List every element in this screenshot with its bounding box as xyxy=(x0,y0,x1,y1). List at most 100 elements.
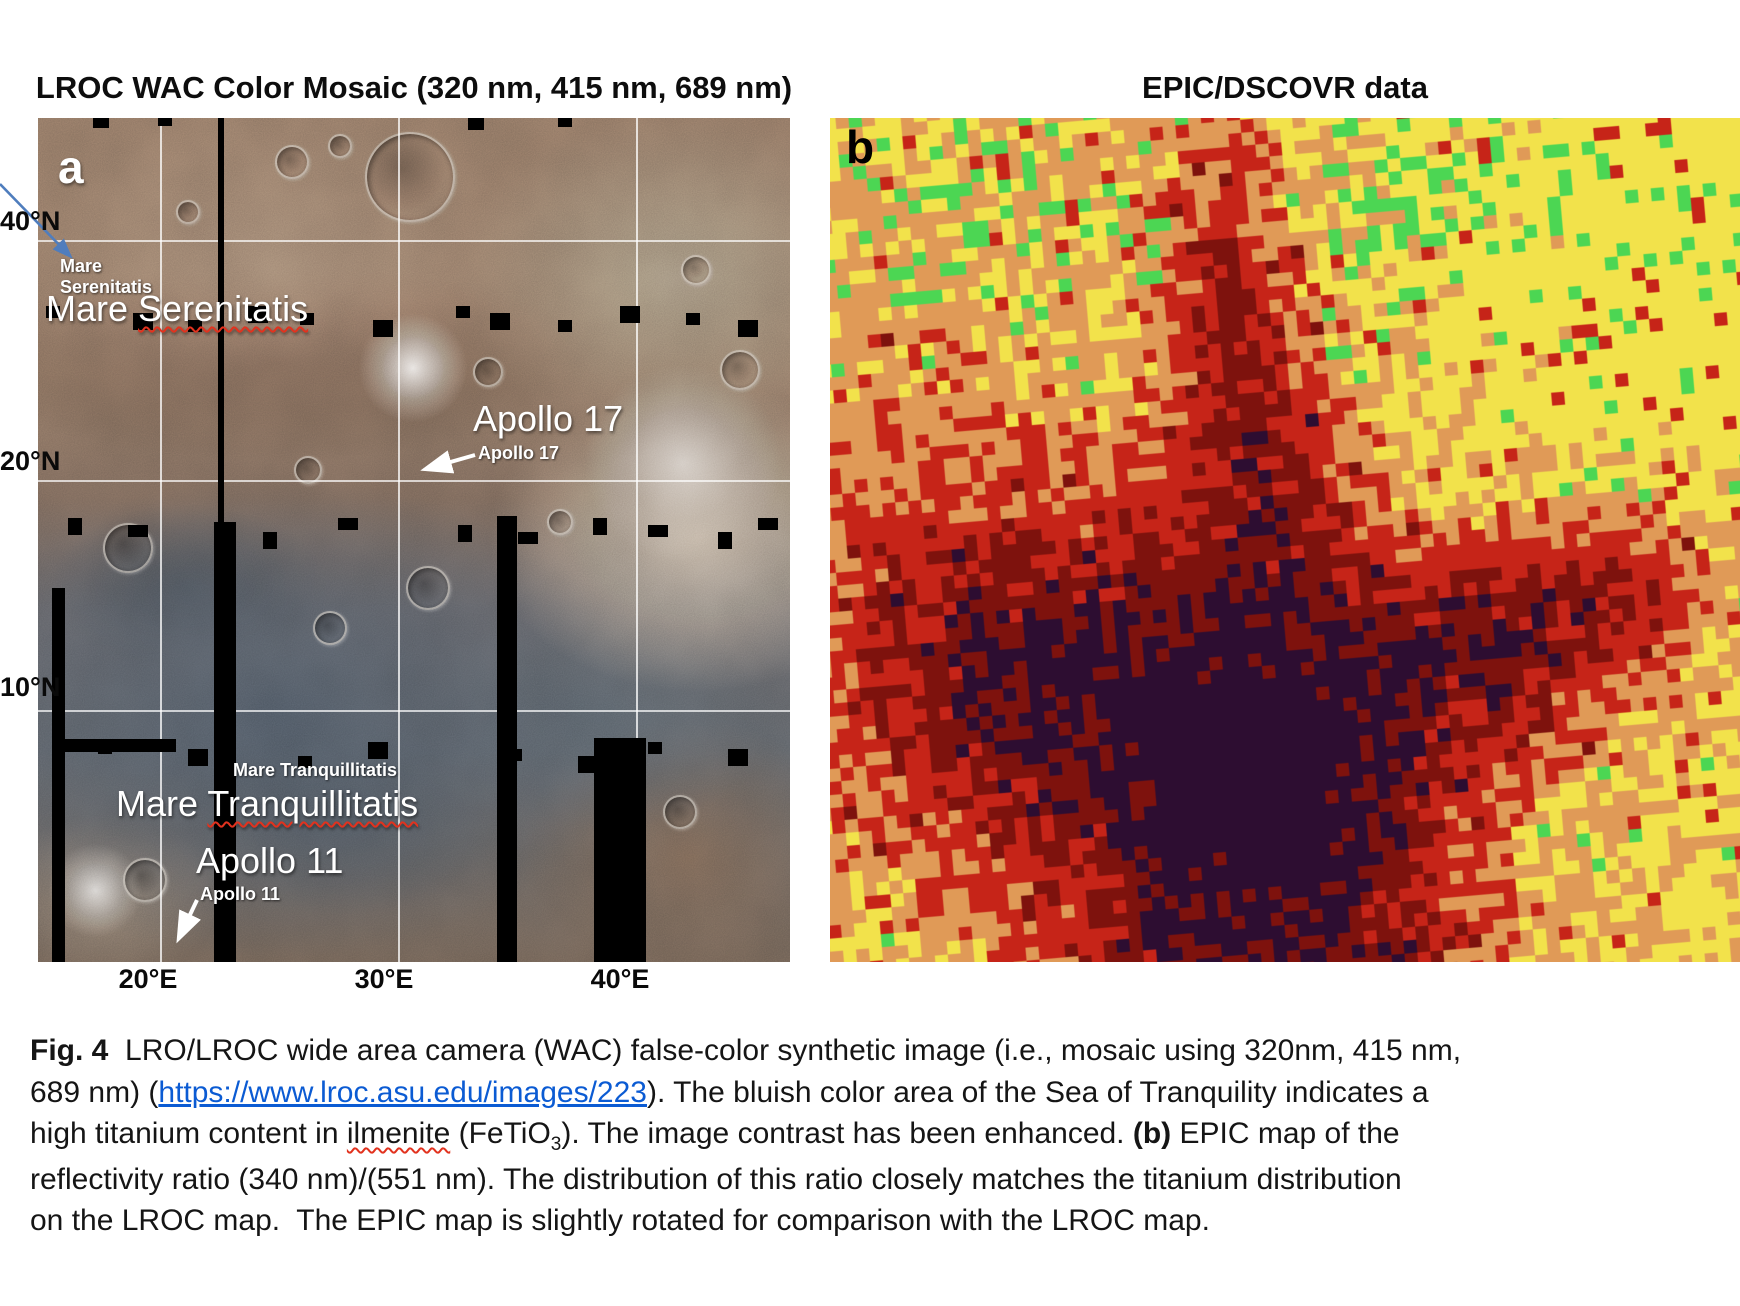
caption-run: reflectivity ratio (340 nm)/(551 nm). Th… xyxy=(30,1162,1402,1196)
gridline-40N xyxy=(38,240,790,242)
lroc-mosaic-panel: a Mare Serenitatis Mare Serenitatis Apoll… xyxy=(38,118,790,962)
caption-run: Fig. 4 xyxy=(30,1034,109,1067)
mosaic-gap xyxy=(373,320,393,337)
mare-serenitatis-small-line2: Serenitatis xyxy=(60,277,153,297)
mosaic-gap xyxy=(188,320,202,332)
mare-word: Mare xyxy=(116,783,208,824)
caption-run: 3 xyxy=(550,1134,562,1155)
caption-line: reflectivity ratio (340 nm)/(551 nm). Th… xyxy=(30,1159,1725,1201)
mosaic-gap xyxy=(593,518,607,535)
caption-line: 689 nm) (https://www.lroc.asu.edu/images… xyxy=(30,1072,1725,1114)
lroc-link[interactable]: https://www.lroc.asu.edu/images/223 xyxy=(158,1075,647,1109)
gridline-20E xyxy=(160,118,162,962)
caption-line: high titanium content in ilmenite (FeTiO… xyxy=(30,1113,1725,1159)
caption-run: EPIC map of the xyxy=(1171,1117,1400,1150)
mosaic-gap xyxy=(508,749,522,761)
mosaic-gap xyxy=(738,320,758,337)
mare-serenitatis-small-line1: Mare xyxy=(60,256,103,276)
mosaic-gap xyxy=(188,749,208,766)
caption-line: Fig. 4 LRO/LROC wide area camera (WAC) f… xyxy=(30,1030,1725,1072)
mosaic-gap xyxy=(728,749,748,766)
caption-line: on the LROC map. The EPIC map is slightl… xyxy=(30,1200,1725,1242)
serenitatis-word: Serenitatis xyxy=(138,288,309,329)
mare-serenitatis-small-label: Mare Serenitatis xyxy=(60,256,152,298)
apollo17-arrow-icon xyxy=(420,450,476,474)
mosaic-gap xyxy=(648,525,668,537)
mosaic-gap xyxy=(648,742,662,754)
apollo17-big-label: Apollo 17 xyxy=(473,398,624,439)
mosaic-gap xyxy=(93,118,109,128)
mosaic-gap xyxy=(298,756,312,768)
mare-word: Mare xyxy=(46,288,139,329)
lat-axis-label: 10°N xyxy=(0,672,61,702)
mosaic-gap xyxy=(368,742,388,759)
mosaic-gap xyxy=(133,313,153,330)
mare-serenitatis-big-label: Mare Serenitatis xyxy=(46,288,308,330)
caption-run: on the LROC map. The EPIC map is slightl… xyxy=(30,1204,1210,1237)
apollo11-big-label: Apollo 11 xyxy=(196,840,344,881)
panel-b-title: EPIC/DSCOVR data xyxy=(1142,70,1428,105)
caption-run: high titanium content in xyxy=(30,1117,347,1150)
lon-axis-label: 20°E xyxy=(118,964,178,994)
lon-axis-label: 30°E xyxy=(354,964,414,994)
lon-axis-label: 40°E xyxy=(590,964,650,994)
mare-tranquillitatis-big-label: Mare Tranquillitatis xyxy=(116,783,418,825)
mosaic-gap xyxy=(248,306,268,323)
mosaic-gap xyxy=(60,739,176,752)
mosaic-gap xyxy=(518,532,538,544)
mosaic-gap xyxy=(558,320,572,332)
mosaic-gap xyxy=(497,516,517,962)
site-arrows xyxy=(176,450,476,944)
apollo11-arrow-icon xyxy=(176,899,201,944)
tranquillitatis-word: Tranquillitatis xyxy=(207,783,419,824)
mosaic-gap xyxy=(46,306,60,318)
caption-run: ). The image contrast has been enhanced. xyxy=(561,1117,1133,1150)
mosaic-gap xyxy=(468,118,484,130)
mosaic-gap xyxy=(68,518,82,535)
lat-axis-label: 40°N xyxy=(0,206,61,236)
gridline-10N xyxy=(38,710,790,712)
mosaic-gap xyxy=(456,306,470,318)
grain-overlay xyxy=(38,118,790,962)
mosaic-gap xyxy=(218,118,224,522)
mosaic-gap xyxy=(263,532,277,549)
mosaic-gap xyxy=(594,738,646,962)
panel-a-title: LROC WAC Color Mosaic (320 nm, 415 nm, 6… xyxy=(35,70,793,105)
mosaic-gap xyxy=(214,522,236,962)
panel-a-letter: a xyxy=(58,141,84,193)
caption-run: (FeTiO xyxy=(450,1117,551,1150)
epic-heatmap-canvas xyxy=(830,118,1740,962)
mosaic-gap xyxy=(718,532,732,549)
caption-run: (b) xyxy=(1132,1117,1172,1150)
mosaic-gap xyxy=(128,525,148,537)
panel-b-letter: b xyxy=(846,121,875,173)
mare-serenitatis-pointer-arrow-icon xyxy=(0,183,73,259)
mosaic-gap xyxy=(300,313,314,325)
apollo11-small-label: Apollo 11 xyxy=(200,884,281,904)
gridline-30E xyxy=(398,118,400,962)
apollo17-small-label: Apollo 17 xyxy=(478,443,560,463)
mosaic-gap xyxy=(52,588,65,962)
caption-run: ). The bluish color area of the Sea of T… xyxy=(646,1075,1429,1109)
gridline-40E xyxy=(636,118,638,962)
epic-heatmap-panel: b xyxy=(830,118,1740,962)
mosaic-gap xyxy=(686,313,700,325)
caption-run: 689 nm) ( xyxy=(30,1075,159,1109)
figure-caption: Fig. 4 LRO/LROC wide area camera (WAC) f… xyxy=(30,1030,1725,1242)
mosaic-gap xyxy=(338,518,358,530)
mosaic-gap xyxy=(620,306,640,323)
mosaic-gap xyxy=(98,742,112,754)
mosaic-gap xyxy=(578,756,598,773)
mosaic-gap xyxy=(490,313,510,330)
mosaic-gap xyxy=(158,118,172,126)
gridline-20N xyxy=(38,480,790,482)
mare-tranquillitatis-small-label: Mare Tranquillitatis xyxy=(233,760,398,780)
mosaic-gap xyxy=(558,118,572,127)
lat-axis-label: 20°N xyxy=(0,446,61,476)
pointer-arrow-layer xyxy=(0,183,73,259)
caption-run: ilmenite xyxy=(346,1117,451,1150)
caption-run: LRO/LROC wide area camera (WAC) false-co… xyxy=(108,1034,1462,1067)
mosaic-gap xyxy=(758,518,778,530)
mosaic-gap xyxy=(458,525,472,542)
